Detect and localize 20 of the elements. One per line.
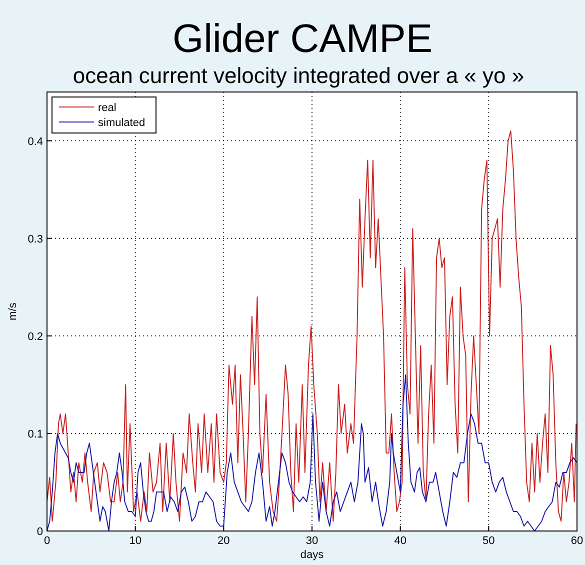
y-tick-label: 0	[36, 526, 43, 538]
y-axis-title: m/s	[7, 302, 19, 320]
chart-subtitle: ocean current velocity integrated over a « yo »	[72, 63, 524, 88]
x-tick-label: 30	[306, 535, 318, 547]
y-tick-label: 0.4	[28, 136, 43, 148]
x-tick-label: 50	[482, 535, 495, 547]
x-tick-label: 10	[129, 535, 142, 547]
legend-label: simulated	[98, 117, 146, 129]
x-axis-title: days	[300, 549, 324, 561]
x-tick-label: 0	[44, 535, 50, 547]
x-tick-label: 60	[570, 535, 584, 547]
x-tick-label: 40	[394, 535, 406, 547]
legend-label: real	[98, 102, 116, 114]
x-tick-label: 20	[218, 535, 230, 547]
y-tick-label: 0.3	[28, 233, 43, 246]
y-tick-label: 0.2	[28, 330, 43, 343]
chart-title: Glider CAMPE	[172, 17, 433, 61]
y-tick-label: 0.1	[28, 428, 43, 440]
line-series	[46, 130, 577, 522]
line-series	[46, 374, 578, 532]
